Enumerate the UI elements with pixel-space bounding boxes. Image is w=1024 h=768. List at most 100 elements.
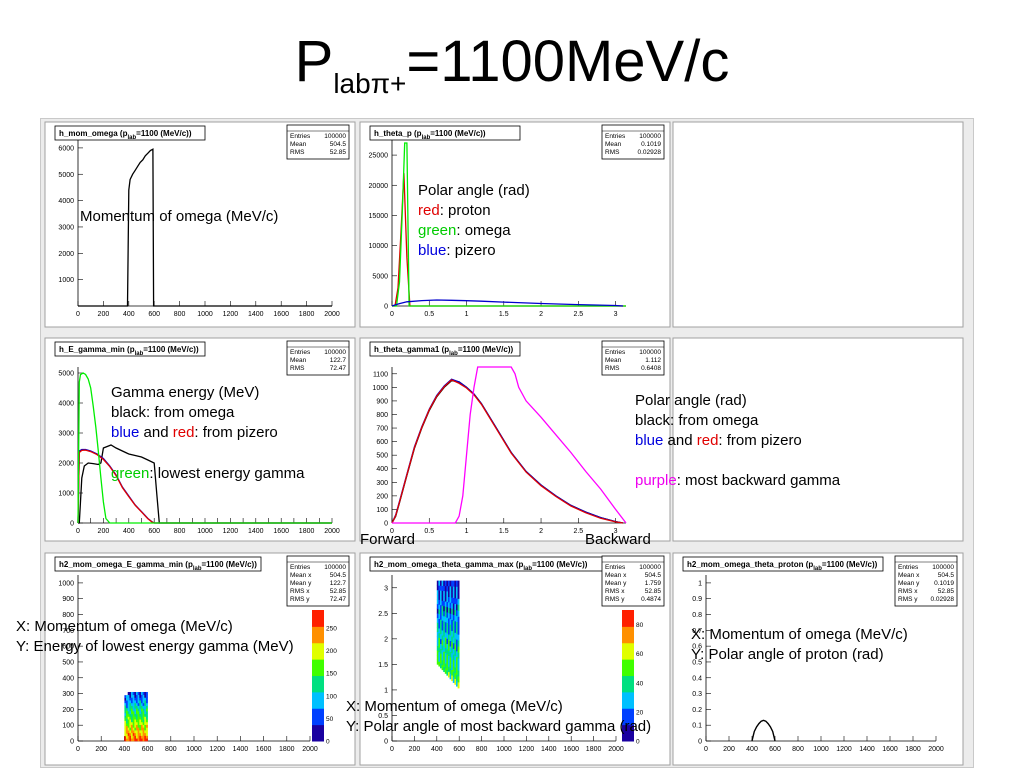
y-tick-label: 1000	[58, 277, 74, 284]
label-backward: Backward	[585, 531, 651, 548]
y-tick-label: 900	[376, 398, 388, 405]
heatmap-cell	[440, 663, 442, 669]
heatmap-cell	[131, 724, 133, 728]
heatmap-cell	[134, 732, 137, 736]
y-tick-label: 1	[384, 687, 388, 694]
heatmap-cell	[126, 715, 129, 719]
heatmap-cell	[438, 656, 441, 662]
y-tick-label: 500	[376, 453, 388, 460]
heatmap-cell	[443, 610, 446, 617]
heatmap-cell	[126, 702, 129, 706]
heatmap-cell	[456, 674, 458, 681]
stats-value: 100000	[639, 564, 661, 571]
heatmap-cell	[140, 730, 143, 734]
heatmap-cell	[438, 594, 441, 600]
heatmap-cell	[456, 633, 458, 640]
heatmap-cell	[137, 711, 140, 715]
heatmap-cell	[448, 591, 450, 598]
z-tick-label: 100	[326, 693, 337, 700]
heatmap-cell	[448, 580, 450, 587]
heatmap-cell	[457, 598, 460, 605]
stats-label: Mean	[290, 141, 307, 148]
heatmap-cell	[131, 730, 133, 734]
palette-cell	[622, 724, 634, 731]
palette-cell	[622, 708, 634, 715]
heatmap-cell	[457, 586, 460, 593]
heatmap-cell	[457, 604, 460, 611]
heatmap-cell	[452, 603, 455, 610]
heatmap-cell	[448, 628, 450, 635]
heatmap-cell	[140, 705, 143, 709]
heatmap-cell	[449, 591, 452, 598]
heatmap-cell	[436, 655, 439, 661]
palette-cell	[312, 691, 324, 698]
heatmap-cell	[444, 616, 447, 623]
stats-value: 52.85	[938, 588, 955, 595]
heatmap-cell	[124, 705, 127, 709]
heatmap-cell	[129, 702, 132, 706]
heatmap-cell	[137, 727, 140, 731]
x-tick-label: 1400	[248, 311, 264, 318]
heatmap-cell	[145, 730, 148, 734]
stats-box	[601, 340, 665, 376]
y-tick-label: 2000	[58, 251, 74, 258]
heatmap-cell	[448, 661, 450, 667]
heatmap-cell	[136, 702, 138, 706]
z-tick-label: 0	[636, 739, 640, 746]
y-tick-label: 500	[62, 659, 74, 666]
heatmap-cell	[443, 621, 446, 627]
legend-red: red	[172, 424, 195, 441]
heatmap-cell	[144, 727, 147, 731]
heatmap-cell	[441, 595, 444, 601]
stats-value: 0.02928	[638, 149, 662, 156]
heatmap-cell	[131, 702, 133, 706]
stats-label: RMS x	[605, 588, 625, 595]
title-subscript: labπ+	[333, 68, 407, 99]
stats-value: 504.5	[645, 572, 662, 579]
heatmap-cell	[145, 700, 148, 704]
heatmap-cell	[443, 646, 446, 652]
heatmap-cell	[142, 724, 145, 728]
heatmap-cell	[449, 618, 452, 625]
heatmap-cell	[436, 636, 439, 642]
z-tick-label: 200	[326, 648, 337, 655]
stats-value: 504.5	[938, 572, 955, 579]
heatmap-cell	[452, 614, 455, 621]
heatmap-cell	[452, 659, 455, 666]
x-tick-label: 1400	[248, 528, 264, 535]
legend-blue: blue	[418, 242, 447, 259]
heatmap-cell	[124, 730, 127, 734]
palette-cell	[312, 615, 324, 622]
heatmap-cell	[436, 580, 439, 586]
heatmap-cell	[448, 655, 450, 662]
heatmap-cell	[124, 715, 127, 719]
x-tick-label: 2	[539, 311, 543, 318]
x-tick-label: 1200	[209, 746, 225, 753]
x-tick-label: 400	[123, 528, 135, 535]
heatmap-cell	[136, 727, 138, 731]
heatmap-cell	[457, 682, 460, 689]
heatmap-cell	[440, 600, 442, 606]
heatmap-cell	[456, 609, 458, 617]
stats-label: RMS x	[290, 588, 310, 595]
heatmap-cell	[451, 669, 454, 676]
heatmap-cell	[126, 705, 129, 709]
heatmap-cell	[446, 606, 449, 613]
heatmap-cell	[457, 610, 460, 617]
heatmap-cell	[436, 585, 439, 591]
palette-cell	[622, 697, 634, 704]
heatmap-cell	[145, 697, 148, 701]
heatmap-cell	[446, 643, 449, 650]
heatmap-cell	[145, 702, 148, 706]
heatmap-cell	[451, 591, 454, 598]
x-tick-label: 1800	[299, 311, 315, 318]
heatmap-cell	[446, 638, 449, 645]
stats-label: Entries	[605, 133, 626, 140]
heatmap-cell	[449, 662, 452, 669]
palette-cell	[312, 631, 324, 638]
x-tick-label: 1000	[813, 746, 829, 753]
heatmap-cell	[440, 638, 442, 645]
x-tick-label: 3	[614, 311, 618, 318]
x-tick-label: 0.5	[424, 311, 434, 318]
